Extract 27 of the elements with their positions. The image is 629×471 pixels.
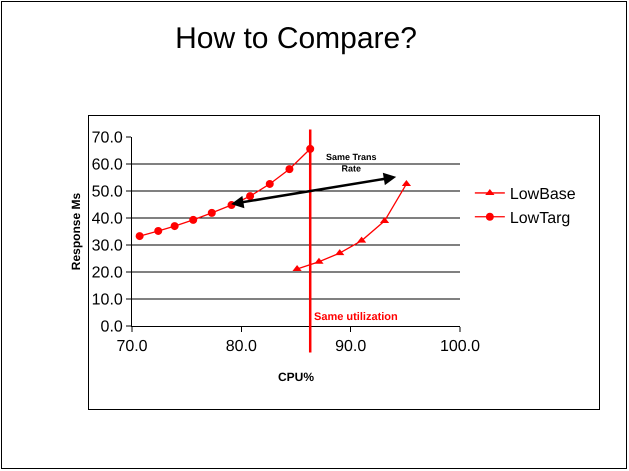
legend-label: LowBase (510, 186, 576, 204)
y-axis-title: Response Ms (68, 192, 83, 270)
y-tick-label: 0.0 (100, 318, 123, 336)
y-tick-label: 30.0 (92, 238, 123, 255)
y-tick-label: 70.0 (92, 130, 123, 147)
point (154, 226, 162, 235)
y-tick-label: 50.0 (92, 184, 123, 201)
y-tick-label: 10.0 (92, 292, 123, 309)
x-tick-label: 90.0 (335, 338, 366, 356)
chart-title: How to Compare? (175, 22, 417, 56)
point (285, 165, 294, 174)
ref-line-label: Same utilization (314, 311, 398, 323)
point (136, 232, 144, 240)
y-tick-label: 20.0 (92, 264, 123, 282)
legend-label: LowTarg (510, 210, 570, 227)
point (266, 180, 274, 188)
point (246, 192, 254, 200)
y-tick-label: 40.0 (92, 210, 123, 228)
y-tick-label: 60.0 (92, 156, 123, 174)
x-tick-label: 70.0 (116, 338, 148, 356)
x-axis-title: CPU% (278, 370, 314, 384)
point (170, 222, 179, 230)
x-tick-label: 100.0 (440, 338, 480, 356)
annotation: Same Trans Rate (326, 152, 377, 174)
point (189, 216, 198, 224)
point (208, 208, 216, 217)
x-tick-label: 80.0 (226, 338, 257, 356)
